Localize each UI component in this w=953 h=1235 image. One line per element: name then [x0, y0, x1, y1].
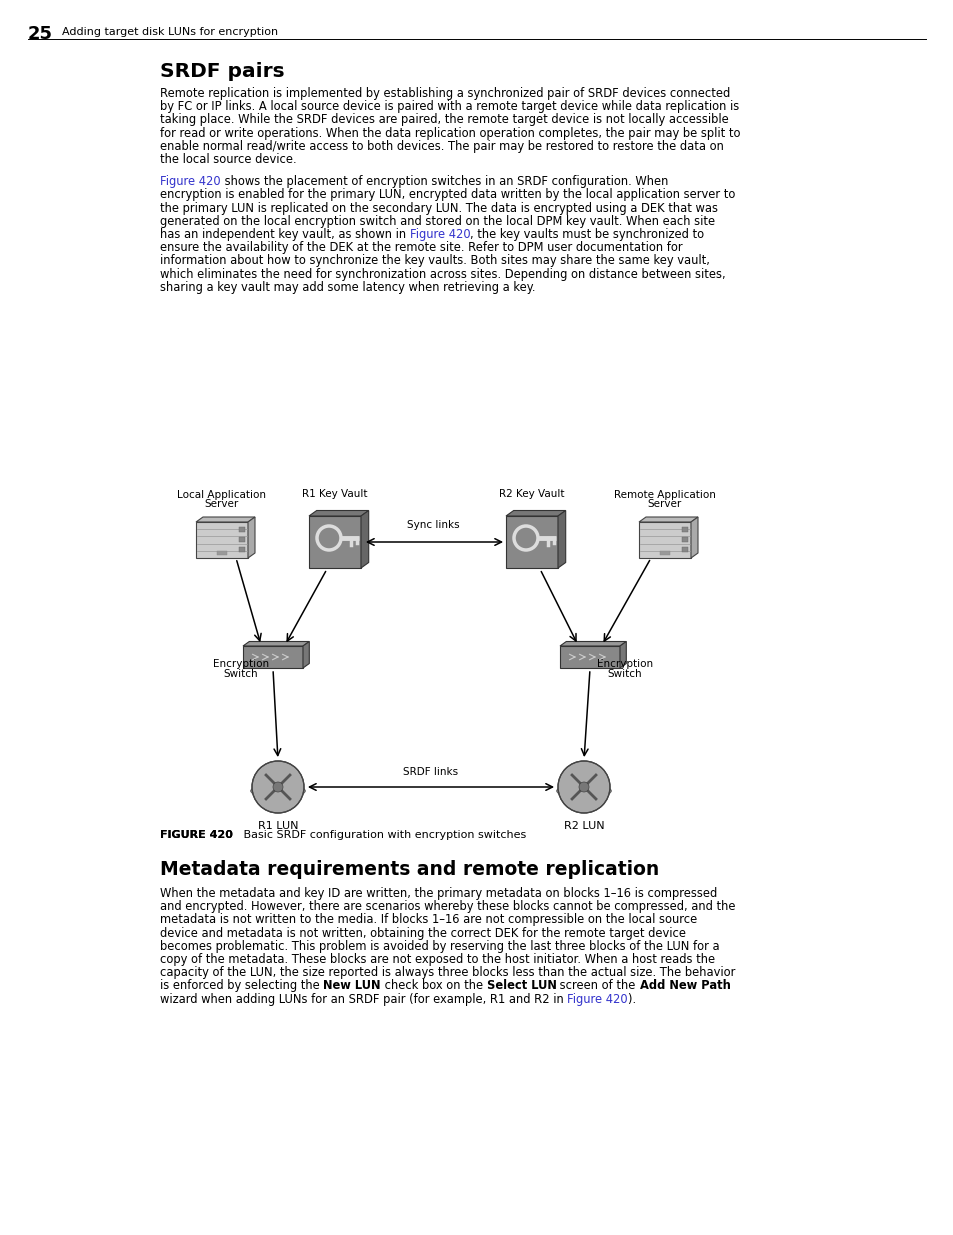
Text: Figure 420: Figure 420 [160, 175, 220, 188]
Text: Remote Application: Remote Application [614, 490, 715, 500]
Polygon shape [505, 510, 565, 516]
Text: the local source device.: the local source device. [160, 153, 296, 165]
Text: Metadata requirements and remote replication: Metadata requirements and remote replica… [160, 860, 659, 879]
Text: enable normal read/write access to both devices. The pair may be restored to res: enable normal read/write access to both … [160, 140, 723, 153]
Text: Figure 420: Figure 420 [567, 993, 627, 1005]
Bar [659, 551, 669, 555]
Circle shape [252, 761, 304, 813]
Polygon shape [558, 510, 565, 568]
Text: has an independent key vault, as shown in: has an independent key vault, as shown i… [160, 228, 410, 241]
Text: screen of the: screen of the [556, 979, 639, 993]
Text: Switch: Switch [607, 669, 641, 679]
Ellipse shape [251, 784, 305, 798]
Text: metadata is not written to the media. If blocks 1–16 are not compressible on the: metadata is not written to the media. If… [160, 914, 697, 926]
Text: SRDF pairs: SRDF pairs [160, 62, 284, 82]
Polygon shape [243, 641, 309, 646]
Text: Switch: Switch [223, 669, 258, 679]
Text: SRDF links: SRDF links [403, 767, 458, 777]
Text: copy of the metadata. These blocks are not exposed to the host initiator. When a: copy of the metadata. These blocks are n… [160, 953, 715, 966]
Text: Add New Path: Add New Path [639, 979, 730, 993]
Text: Figure 420: Figure 420 [410, 228, 470, 241]
Text: becomes problematic. This problem is avoided by reserving the last three blocks : becomes problematic. This problem is avo… [160, 940, 719, 952]
Text: New LUN: New LUN [323, 979, 380, 993]
Text: , the key vaults must be synchronized to: , the key vaults must be synchronized to [470, 228, 703, 241]
Text: 25: 25 [28, 25, 53, 43]
Text: FIGURE 420: FIGURE 420 [160, 830, 233, 840]
Circle shape [273, 782, 283, 792]
Text: R2 Key Vault: R2 Key Vault [498, 489, 564, 499]
Text: and encrypted. However, there are scenarios whereby these blocks cannot be compr: and encrypted. However, there are scenar… [160, 900, 735, 913]
Bar [681, 527, 687, 532]
Text: When the metadata and key ID are written, the primary metadata on blocks 1–16 is: When the metadata and key ID are written… [160, 887, 717, 900]
Bar [216, 551, 227, 555]
Bar [239, 547, 245, 552]
Text: encryption is enabled for the primary LUN, encrypted data written by the local a: encryption is enabled for the primary LU… [160, 189, 735, 201]
Text: shows the placement of encryption switches in an SRDF configuration. When: shows the placement of encryption switch… [220, 175, 667, 188]
Text: generated on the local encryption switch and stored on the local DPM key vault. : generated on the local encryption switch… [160, 215, 715, 227]
Bar [681, 537, 687, 542]
Text: R1 LUN: R1 LUN [257, 821, 298, 831]
Text: information about how to synchronize the key vaults. Both sites may share the sa: information about how to synchronize the… [160, 254, 709, 268]
Polygon shape [243, 646, 303, 668]
Bar [239, 537, 245, 542]
Text: Adding target disk LUNs for encryption: Adding target disk LUNs for encryption [62, 27, 278, 37]
Text: FIGURE 420: FIGURE 420 [160, 830, 233, 840]
Text: Remote replication is implemented by establishing a synchronized pair of SRDF de: Remote replication is implemented by est… [160, 86, 729, 100]
Polygon shape [195, 522, 248, 558]
Polygon shape [639, 517, 698, 522]
Circle shape [558, 761, 609, 813]
Polygon shape [195, 517, 254, 522]
Bar [239, 527, 245, 532]
Polygon shape [309, 516, 360, 568]
Text: Select LUN: Select LUN [486, 979, 556, 993]
Text: device and metadata is not written, obtaining the correct DEK for the remote tar: device and metadata is not written, obta… [160, 926, 685, 940]
Text: Local Application: Local Application [177, 490, 266, 500]
Polygon shape [360, 510, 368, 568]
Polygon shape [690, 517, 698, 558]
Polygon shape [619, 641, 625, 668]
Text: sharing a key vault may add some latency when retrieving a key.: sharing a key vault may add some latency… [160, 280, 535, 294]
Polygon shape [559, 641, 625, 646]
Text: is enforced by selecting the: is enforced by selecting the [160, 979, 323, 993]
Text: Server: Server [205, 499, 239, 509]
Polygon shape [303, 641, 309, 668]
Text: Encryption: Encryption [597, 659, 653, 669]
Circle shape [578, 782, 588, 792]
Text: ensure the availability of the DEK at the remote site. Refer to DPM user documen: ensure the availability of the DEK at th… [160, 241, 682, 254]
Polygon shape [248, 517, 254, 558]
Text: which eliminates the need for synchronization across sites. Depending on distanc: which eliminates the need for synchroniz… [160, 268, 725, 280]
Ellipse shape [557, 784, 611, 798]
Text: for read or write operations. When the data replication operation completes, the: for read or write operations. When the d… [160, 127, 740, 140]
Text: check box on the: check box on the [380, 979, 486, 993]
Polygon shape [639, 522, 690, 558]
Polygon shape [559, 646, 619, 668]
Text: capacity of the LUN, the size reported is always three blocks less than the actu: capacity of the LUN, the size reported i… [160, 966, 735, 979]
Text: taking place. While the SRDF devices are paired, the remote target device is not: taking place. While the SRDF devices are… [160, 114, 728, 126]
Text: wizard when adding LUNs for an SRDF pair (for example, R1 and R2 in: wizard when adding LUNs for an SRDF pair… [160, 993, 567, 1005]
Text: the primary LUN is replicated on the secondary LUN. The data is encrypted using : the primary LUN is replicated on the sec… [160, 201, 718, 215]
Bar [681, 547, 687, 552]
Text: R2 LUN: R2 LUN [563, 821, 603, 831]
Text: )​.: )​. [627, 993, 636, 1005]
Polygon shape [309, 510, 368, 516]
Text: Encryption: Encryption [213, 659, 269, 669]
Text: Server: Server [647, 499, 681, 509]
Text: Sync links: Sync links [407, 520, 459, 530]
Text: R1 Key Vault: R1 Key Vault [302, 489, 367, 499]
Polygon shape [505, 516, 558, 568]
Text: Basic SRDF configuration with encryption switches: Basic SRDF configuration with encryption… [233, 830, 525, 840]
Text: by FC or IP links. A local source device is paired with a remote target device w: by FC or IP links. A local source device… [160, 100, 739, 114]
